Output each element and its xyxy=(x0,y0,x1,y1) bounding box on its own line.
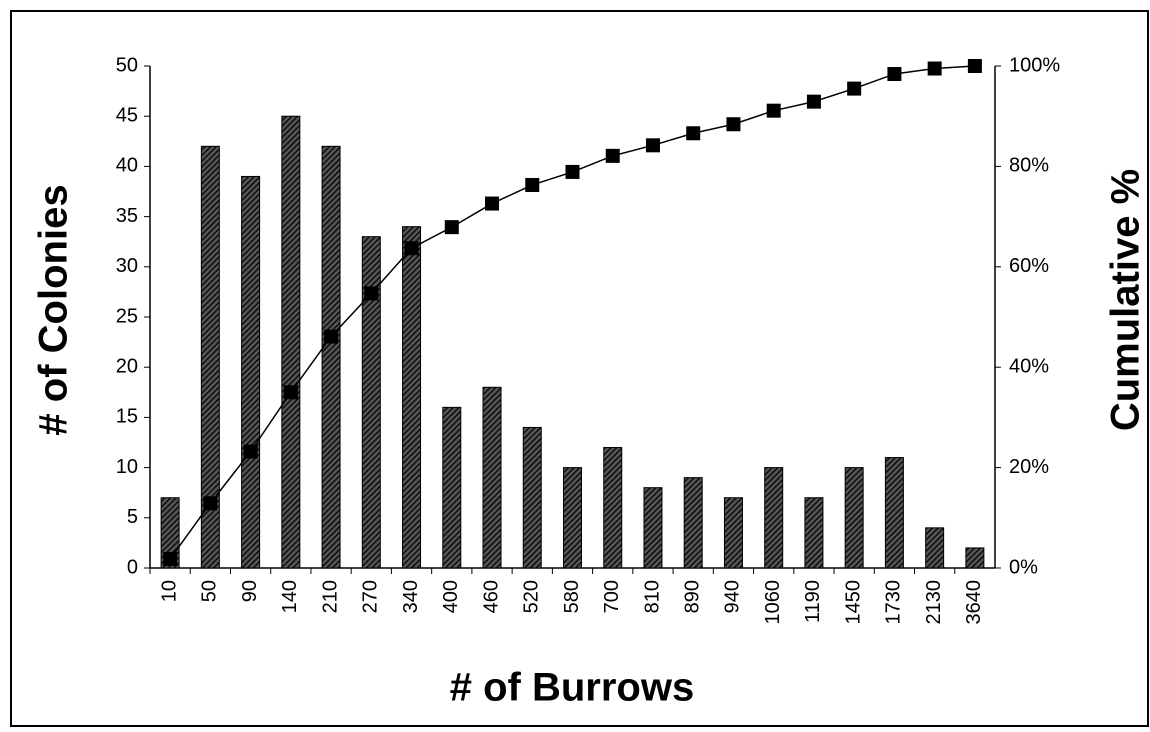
frame xyxy=(10,10,1149,727)
bar xyxy=(563,467,582,569)
y-tick-label: 25 xyxy=(116,305,138,327)
x-tick-label: 10 xyxy=(158,580,180,602)
bar xyxy=(321,145,341,569)
y-tick-label: 5 xyxy=(127,506,138,528)
line-marker xyxy=(364,286,379,301)
bar xyxy=(402,226,422,569)
line-marker xyxy=(163,551,178,566)
x-tick-label: 520 xyxy=(521,580,543,613)
y2-tick-label: 0% xyxy=(1009,556,1038,578)
line-marker xyxy=(686,126,701,141)
y-tick-label: 15 xyxy=(116,406,138,428)
y-axis-title: # of Colonies xyxy=(32,184,76,435)
line-marker xyxy=(726,117,741,132)
bar xyxy=(160,497,180,569)
x-tick-label: 580 xyxy=(561,580,583,613)
x-tick-label: 340 xyxy=(400,580,422,613)
bar xyxy=(442,406,462,569)
line-marker xyxy=(324,329,339,344)
bar xyxy=(200,145,220,569)
y-tick-label: 40 xyxy=(116,155,138,177)
line-marker xyxy=(404,241,419,256)
x-tick-label: 210 xyxy=(319,580,341,613)
line-marker xyxy=(283,385,298,400)
y-tick-label: 30 xyxy=(116,255,138,277)
x-tick-label: 1060 xyxy=(762,580,784,625)
y-tick-label: 20 xyxy=(116,355,138,377)
x-tick-label: 1190 xyxy=(802,580,824,623)
bar xyxy=(482,386,502,569)
y-tick-label: 50 xyxy=(116,54,138,76)
x-tick-label: 90 xyxy=(239,580,261,602)
y2-axis-title: Cumulative % xyxy=(1104,169,1148,431)
line-marker xyxy=(887,67,902,82)
line-marker xyxy=(525,177,540,192)
line-marker xyxy=(766,103,781,118)
bar xyxy=(361,236,381,569)
line-marker xyxy=(645,138,660,153)
y-tick-label: 35 xyxy=(116,205,138,227)
bar xyxy=(965,547,985,569)
bar xyxy=(764,467,784,569)
line-marker xyxy=(565,164,580,179)
x-tick-label: 890 xyxy=(681,580,703,613)
x-tick-label: 140 xyxy=(279,580,301,613)
bar xyxy=(884,457,904,569)
x-tick-label: 270 xyxy=(360,580,382,613)
y-tick-label: 0 xyxy=(127,556,138,578)
x-tick-label: 810 xyxy=(641,580,663,613)
y-tick-label: 45 xyxy=(116,104,138,126)
bar xyxy=(683,477,703,569)
line-marker xyxy=(243,444,258,459)
y2-tick-label: 60% xyxy=(1009,255,1049,277)
bar xyxy=(522,426,542,569)
bar xyxy=(925,527,945,569)
line-marker xyxy=(485,196,500,211)
bar xyxy=(804,497,824,569)
x-tick-label: 700 xyxy=(601,580,623,613)
y2-tick-label: 40% xyxy=(1009,355,1049,377)
x-tick-label: 1730 xyxy=(883,580,905,625)
y2-tick-label: 80% xyxy=(1009,155,1049,177)
bar xyxy=(241,175,261,569)
x-tick-label: 50 xyxy=(199,580,221,602)
bar xyxy=(723,497,743,569)
x-axis-title: # of Burrows xyxy=(450,666,694,710)
line-marker xyxy=(927,61,942,76)
y2-tick-label: 20% xyxy=(1009,456,1049,478)
line-marker xyxy=(605,148,620,163)
y2-tick-label: 100% xyxy=(1009,54,1060,76)
bar xyxy=(643,487,663,569)
line-marker xyxy=(444,220,459,235)
bar xyxy=(844,467,864,569)
bar xyxy=(281,115,301,569)
line-marker xyxy=(967,59,982,73)
bar xyxy=(603,447,623,569)
x-tick-label: 940 xyxy=(722,580,744,613)
x-tick-label: 3640 xyxy=(963,580,985,625)
x-tick-label: 400 xyxy=(440,580,462,613)
line-marker xyxy=(847,81,862,96)
x-tick-label: 460 xyxy=(480,580,502,613)
y-tick-label: 10 xyxy=(116,456,138,478)
x-tick-label: 1450 xyxy=(842,580,864,625)
line-marker xyxy=(203,496,218,511)
x-tick-label: 2130 xyxy=(923,580,945,625)
line-marker xyxy=(806,94,821,109)
